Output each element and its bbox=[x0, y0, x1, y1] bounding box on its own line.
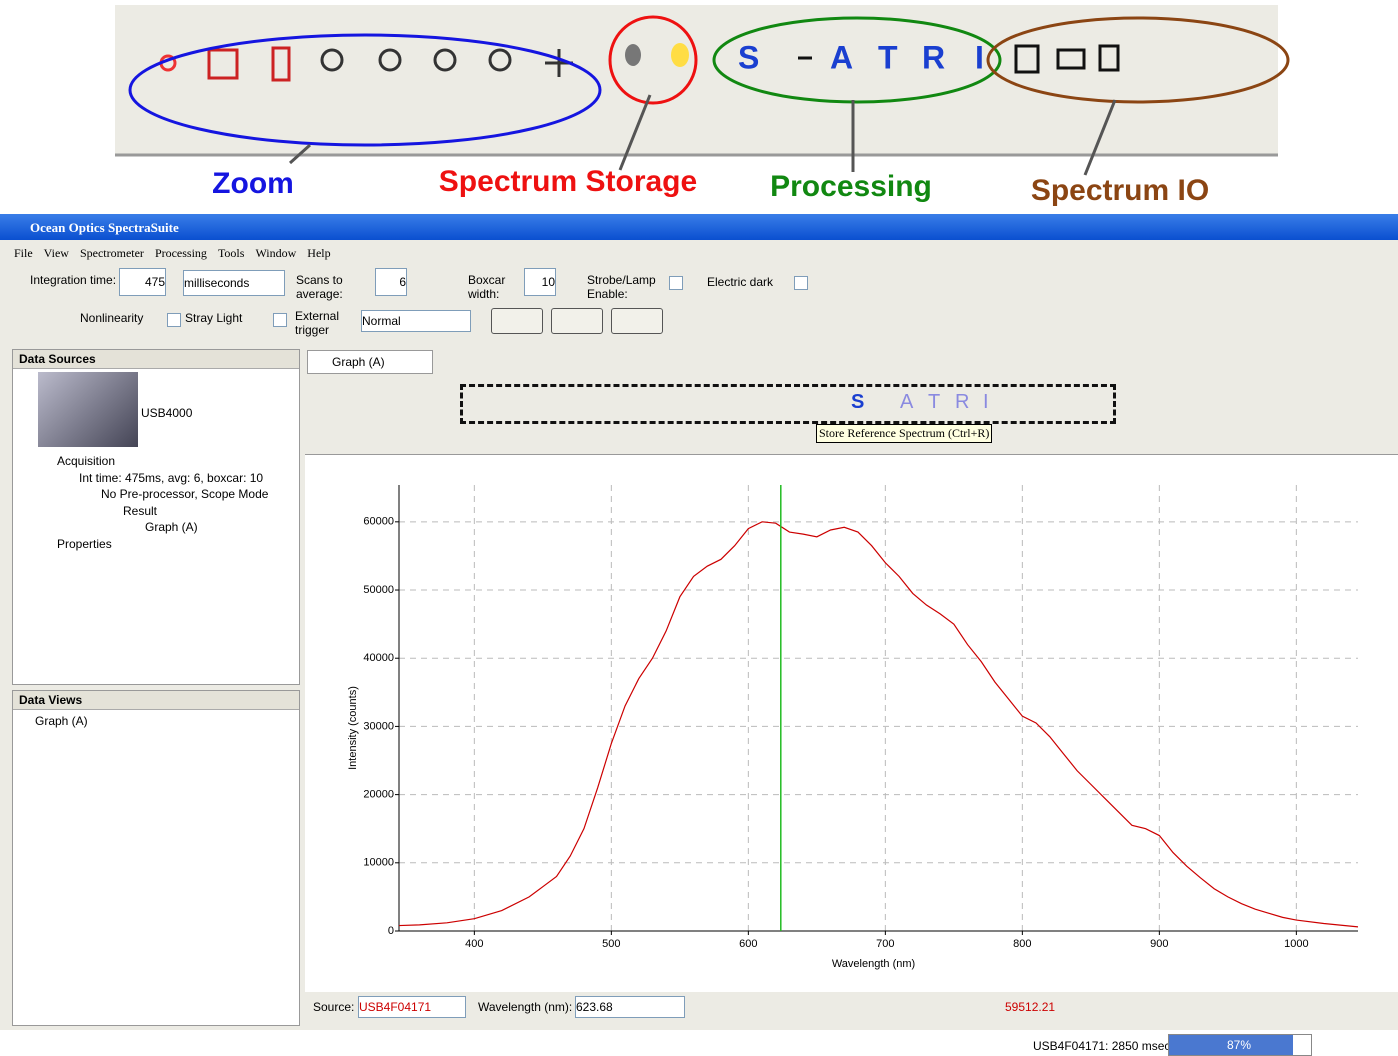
letter: I bbox=[975, 39, 984, 75]
pause-button[interactable] bbox=[491, 308, 543, 334]
y-axis-label: Intensity (counts) bbox=[347, 686, 359, 770]
x-tick-label: 800 bbox=[1013, 938, 1031, 950]
storage-label: Spectrum Storage bbox=[439, 165, 697, 198]
x-tick-label: 1000 bbox=[1284, 938, 1308, 950]
y-tick-label: 20000 bbox=[363, 789, 394, 801]
boxcar-input[interactable]: 10 bbox=[524, 268, 556, 296]
tree-item[interactable]: Graph (A) bbox=[145, 520, 198, 534]
label: Integration time: bbox=[30, 273, 116, 287]
tree-item[interactable]: Result bbox=[123, 504, 157, 518]
letter: A bbox=[830, 39, 853, 75]
tree-item[interactable]: Int time: 475ms, avg: 6, boxcar: 10 bbox=[79, 471, 263, 485]
letter: R bbox=[922, 39, 945, 75]
checkbox[interactable] bbox=[167, 313, 181, 327]
letter[interactable]: S bbox=[851, 391, 864, 414]
menu-item[interactable]: Spectrometer bbox=[80, 246, 144, 260]
x-axis-label: Wavelength (nm) bbox=[832, 958, 915, 970]
y-tick-label: 50000 bbox=[363, 584, 394, 596]
graph-tab[interactable]: Graph (A) bbox=[307, 350, 433, 374]
checkbox[interactable] bbox=[669, 276, 683, 290]
annotation-area: S A T R I Zoom Spectrum Storage Processi… bbox=[0, 0, 1398, 212]
label: Electric dark bbox=[707, 275, 773, 289]
title-bar: Ocean Optics SpectraSuite bbox=[0, 214, 1398, 240]
x-tick-label: 500 bbox=[602, 938, 620, 950]
letter: S bbox=[738, 39, 759, 75]
label: Scans to average: bbox=[296, 273, 356, 301]
graph-toolbar: S A T R I Store Reference Spectrum (Ctrl… bbox=[305, 374, 1398, 455]
tree-item[interactable]: Acquisition bbox=[57, 454, 115, 468]
label: External trigger bbox=[295, 309, 350, 337]
tree-item[interactable]: No Pre-processor, Scope Mode bbox=[101, 487, 268, 501]
intensity-readout: 59512.21 bbox=[1005, 1000, 1055, 1014]
y-tick-label: 60000 bbox=[363, 516, 394, 528]
tooltip: Store Reference Spectrum (Ctrl+R) bbox=[816, 424, 992, 443]
letter[interactable]: A bbox=[900, 391, 913, 414]
processing-label: Processing bbox=[770, 170, 932, 203]
y-tick-label: 0 bbox=[388, 925, 394, 937]
menu-item[interactable]: Processing bbox=[155, 246, 207, 260]
chart: 0 10000 20000 30000 40000 50000 60000 400 500 600… bbox=[305, 455, 1398, 992]
label: Strobe/Lamp Enable: bbox=[587, 273, 662, 301]
y-tick-label: 10000 bbox=[363, 857, 394, 869]
spectrum-line bbox=[399, 522, 1358, 927]
x-tick-label: 700 bbox=[876, 938, 894, 950]
menu-item[interactable]: View bbox=[44, 246, 69, 260]
label: Boxcar width: bbox=[468, 273, 518, 301]
y-tick-label: 40000 bbox=[363, 652, 394, 664]
letter[interactable]: I bbox=[983, 391, 989, 414]
menu-item[interactable]: File bbox=[14, 246, 33, 260]
step-button[interactable] bbox=[551, 308, 603, 334]
letter: T bbox=[878, 39, 898, 75]
panel-header: Data Sources bbox=[13, 350, 299, 369]
menu-item[interactable]: Help bbox=[307, 246, 330, 260]
y-tick-label: 30000 bbox=[363, 720, 394, 732]
menu-item[interactable]: Tools bbox=[218, 246, 245, 260]
integration-input[interactable]: 475 bbox=[119, 268, 166, 296]
wavelength-input[interactable]: 623.68 bbox=[575, 996, 685, 1018]
io-label: Spectrum IO bbox=[1031, 174, 1209, 207]
checkbox[interactable] bbox=[794, 276, 808, 290]
label: Stray Light bbox=[185, 311, 242, 325]
page: S A T R I Zoom Spectrum Storage Processi… bbox=[0, 0, 1398, 1056]
status-device: USB4F04171: 2850 msec bbox=[1033, 1039, 1170, 1053]
label: Nonlinearity bbox=[80, 311, 143, 325]
window-title: Ocean Optics SpectraSuite bbox=[30, 220, 179, 236]
tree-item[interactable]: Properties bbox=[57, 537, 112, 551]
progress-label: 87% bbox=[1227, 1038, 1251, 1052]
x-tick-label: 600 bbox=[739, 938, 757, 950]
play-button[interactable] bbox=[611, 308, 663, 334]
scans-input[interactable]: 6 bbox=[375, 268, 407, 296]
label: Source: bbox=[313, 1000, 354, 1014]
panel-header: Data Views bbox=[13, 691, 299, 710]
letter[interactable]: R bbox=[955, 391, 969, 414]
data-sources-panel: Data Sources USB4000 Acquisition Int tim… bbox=[12, 349, 300, 685]
device-image bbox=[38, 372, 138, 447]
menu-bar: File View Spectrometer Processing Tools Windo… bbox=[14, 246, 342, 261]
progress-track: 87% bbox=[1168, 1034, 1312, 1056]
trigger-select[interactable]: Normal bbox=[361, 310, 471, 332]
data-views-panel: Data Views Graph (A) bbox=[12, 690, 300, 1026]
x-tick-label: 400 bbox=[465, 938, 483, 950]
toolbar-highlight: S A T R I bbox=[460, 384, 1116, 424]
device-name[interactable]: USB4000 bbox=[141, 406, 192, 420]
menu-item[interactable]: Window bbox=[255, 246, 296, 260]
x-tick-label: 900 bbox=[1150, 938, 1168, 950]
label: Wavelength (nm): bbox=[478, 1000, 572, 1014]
checkbox[interactable] bbox=[273, 313, 287, 327]
tree-item[interactable]: Graph (A) bbox=[35, 714, 88, 728]
zoom-label: Zoom bbox=[212, 167, 294, 200]
letter[interactable]: T bbox=[928, 391, 940, 414]
unit-select[interactable]: milliseconds bbox=[183, 270, 285, 296]
source-select[interactable]: USB4F04171 bbox=[358, 996, 466, 1018]
